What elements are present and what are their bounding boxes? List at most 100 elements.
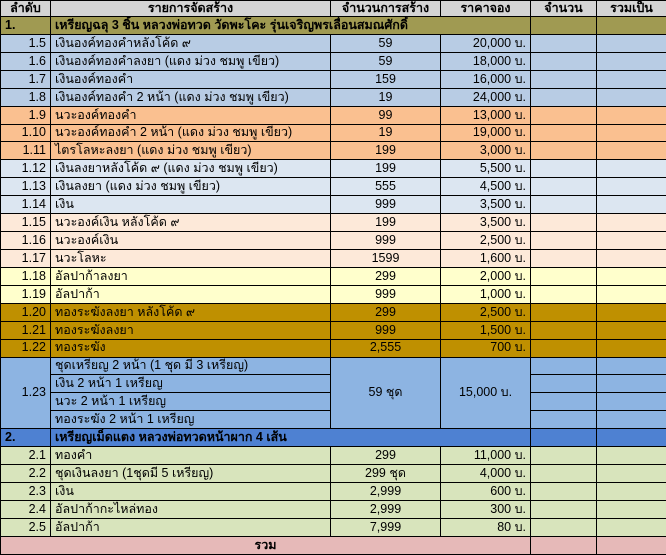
qty-cell[interactable]: 999 — [330, 231, 441, 250]
qty-cell[interactable]: 1599 — [330, 248, 441, 268]
item-cell[interactable]: นวะองค์เงิน — [50, 231, 331, 250]
amount-cell[interactable] — [530, 266, 597, 286]
price-cell[interactable]: 3,000 บ. — [440, 141, 531, 161]
qty-cell[interactable]: 299 — [330, 446, 441, 466]
item-cell[interactable]: เงินลงยาหลังโค้ด ๙ (แดง ม่วง ชมพู เขียว) — [50, 159, 331, 179]
order-cell[interactable]: 1.7 — [0, 69, 51, 89]
amount-cell[interactable] — [530, 517, 597, 537]
order-cell[interactable]: 1.13 — [0, 177, 51, 197]
amount-cell[interactable] — [530, 123, 597, 143]
item-cell[interactable]: นวะองค์ทองคำ — [50, 105, 331, 125]
amount-cell[interactable] — [530, 428, 597, 448]
total-cell[interactable] — [596, 159, 666, 179]
amount-cell[interactable] — [530, 410, 597, 430]
qty-cell[interactable]: 7,999 — [330, 517, 441, 537]
item-cell[interactable]: เงินลงยา (แดง ม่วง ชมพู เขียว) — [50, 177, 331, 197]
amount-cell[interactable] — [530, 499, 597, 519]
order-cell[interactable]: 1.17 — [0, 248, 51, 268]
column-header[interactable]: จำนวนการสร้าง — [330, 0, 441, 17]
section-title-cell[interactable]: เหรียญฉลุ 3 ชิ้น หลวงพ่อทวด วัดพะโคะ รุ่… — [50, 16, 531, 35]
order-cell[interactable]: 1.18 — [0, 266, 51, 286]
item-cell[interactable]: ทองระฆัง 2 หน้า 1 เหรียญ — [50, 410, 331, 430]
item-cell[interactable]: นวะองค์เงิน หลังโค้ด ๙ — [50, 213, 331, 233]
item-cell[interactable]: เงินองค์ทองคำ 2 หน้า (แดง ม่วง ชมพู เขีย… — [50, 87, 331, 107]
total-cell[interactable] — [596, 499, 666, 519]
total-cell[interactable] — [596, 177, 666, 197]
price-cell[interactable]: 4,000 บ. — [440, 464, 531, 483]
amount-cell[interactable] — [530, 302, 597, 322]
total-cell[interactable] — [596, 248, 666, 268]
total-cell[interactable] — [596, 69, 666, 89]
qty-cell[interactable]: 2,999 — [330, 481, 441, 501]
item-cell[interactable]: นวะองค์ทองคำ 2 หน้า (แดง ม่วง ชมพู เขียว… — [50, 123, 331, 143]
order-cell[interactable]: 1.5 — [0, 33, 51, 53]
qty-cell[interactable]: 999 — [330, 195, 441, 215]
amount-cell[interactable] — [530, 464, 597, 483]
column-header[interactable]: รายการจัดสร้าง — [50, 0, 331, 17]
item-cell[interactable]: เงินองค์ทองคำ — [50, 69, 331, 89]
qty-cell[interactable]: 59 ชุด — [330, 356, 441, 430]
qty-cell[interactable]: 199 — [330, 159, 441, 179]
amount-cell[interactable] — [530, 481, 597, 501]
qty-cell[interactable]: 199 — [330, 213, 441, 233]
amount-cell[interactable] — [530, 69, 597, 89]
price-cell[interactable]: 19,000 บ. — [440, 123, 531, 143]
item-cell[interactable]: อัลปาก้ากะไหล่ทอง — [50, 499, 331, 519]
amount-cell[interactable] — [530, 177, 597, 197]
price-cell[interactable]: 13,000 บ. — [440, 105, 531, 125]
item-cell[interactable]: อัลปาก้า — [50, 284, 331, 304]
qty-cell[interactable]: 999 — [330, 284, 441, 304]
amount-cell[interactable] — [530, 159, 597, 179]
order-cell[interactable]: 1.6 — [0, 51, 51, 71]
total-cell[interactable] — [596, 33, 666, 53]
amount-cell[interactable] — [530, 248, 597, 268]
amount-cell[interactable] — [530, 338, 597, 358]
qty-cell[interactable]: 299 ชุด — [330, 464, 441, 483]
amount-cell[interactable] — [530, 446, 597, 466]
price-cell[interactable]: 20,000 บ. — [440, 33, 531, 53]
order-cell[interactable]: 2.3 — [0, 481, 51, 501]
order-cell[interactable]: 1.8 — [0, 87, 51, 107]
order-cell[interactable]: 1.14 — [0, 195, 51, 215]
order-cell[interactable]: 2.4 — [0, 499, 51, 519]
order-cell[interactable]: 1.12 — [0, 159, 51, 179]
total-cell[interactable] — [596, 392, 666, 412]
price-cell[interactable]: 16,000 บ. — [440, 69, 531, 89]
item-cell[interactable]: เงินองค์ทองคำหลังโค้ด ๙ — [50, 33, 331, 53]
qty-cell[interactable]: 99 — [330, 105, 441, 125]
price-cell[interactable]: 18,000 บ. — [440, 51, 531, 71]
price-cell[interactable]: 600 บ. — [440, 481, 531, 501]
column-header[interactable]: ราคาจอง — [440, 0, 531, 17]
order-cell[interactable]: 2. — [0, 428, 51, 448]
amount-cell[interactable] — [530, 33, 597, 53]
column-header[interactable]: รวมเป็น — [596, 0, 666, 17]
amount-cell[interactable] — [530, 87, 597, 107]
item-cell[interactable]: อัลปาก้า — [50, 517, 331, 537]
amount-cell[interactable] — [530, 51, 597, 71]
qty-cell[interactable]: 159 — [330, 69, 441, 89]
total-cell[interactable] — [596, 141, 666, 161]
price-cell[interactable]: 5,500 บ. — [440, 159, 531, 179]
item-cell[interactable]: เงิน — [50, 481, 331, 501]
section-title-cell[interactable]: เหรียญเม็ดแตง หลวงพ่อทวดหน้าผาก 4 เส้น — [50, 428, 531, 448]
order-cell[interactable]: 1.21 — [0, 320, 51, 340]
qty-cell[interactable]: 555 — [330, 177, 441, 197]
total-cell[interactable] — [596, 87, 666, 107]
total-cell[interactable] — [596, 105, 666, 125]
qty-cell[interactable]: 299 — [330, 302, 441, 322]
item-cell[interactable]: เงินองค์ทองคำลงยา (แดง ม่วง ชมพู เขียว) — [50, 51, 331, 71]
order-cell[interactable]: 1.15 — [0, 213, 51, 233]
item-cell[interactable]: เงิน — [50, 195, 331, 215]
order-cell[interactable]: 1.16 — [0, 231, 51, 250]
amount-cell[interactable] — [530, 213, 597, 233]
total-cell[interactable] — [596, 51, 666, 71]
price-cell[interactable]: 80 บ. — [440, 517, 531, 537]
qty-cell[interactable]: 59 — [330, 51, 441, 71]
qty-cell[interactable]: 199 — [330, 141, 441, 161]
total-cell[interactable] — [596, 284, 666, 304]
total-cell[interactable] — [596, 195, 666, 215]
order-cell[interactable]: 1.20 — [0, 302, 51, 322]
qty-cell[interactable]: 2,999 — [330, 499, 441, 519]
price-cell[interactable]: 4,500 บ. — [440, 177, 531, 197]
price-cell[interactable]: 24,000 บ. — [440, 87, 531, 107]
